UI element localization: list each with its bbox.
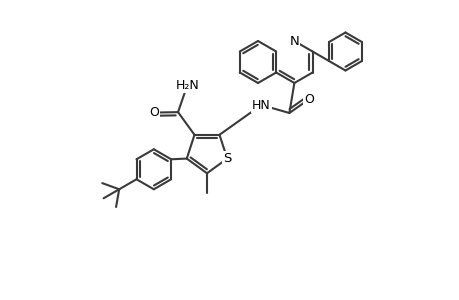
Text: O: O bbox=[149, 106, 159, 119]
Text: S: S bbox=[223, 152, 231, 165]
Text: HN: HN bbox=[252, 98, 270, 112]
Text: N: N bbox=[289, 34, 299, 47]
Text: H₂N: H₂N bbox=[175, 79, 199, 92]
Text: O: O bbox=[304, 92, 313, 106]
